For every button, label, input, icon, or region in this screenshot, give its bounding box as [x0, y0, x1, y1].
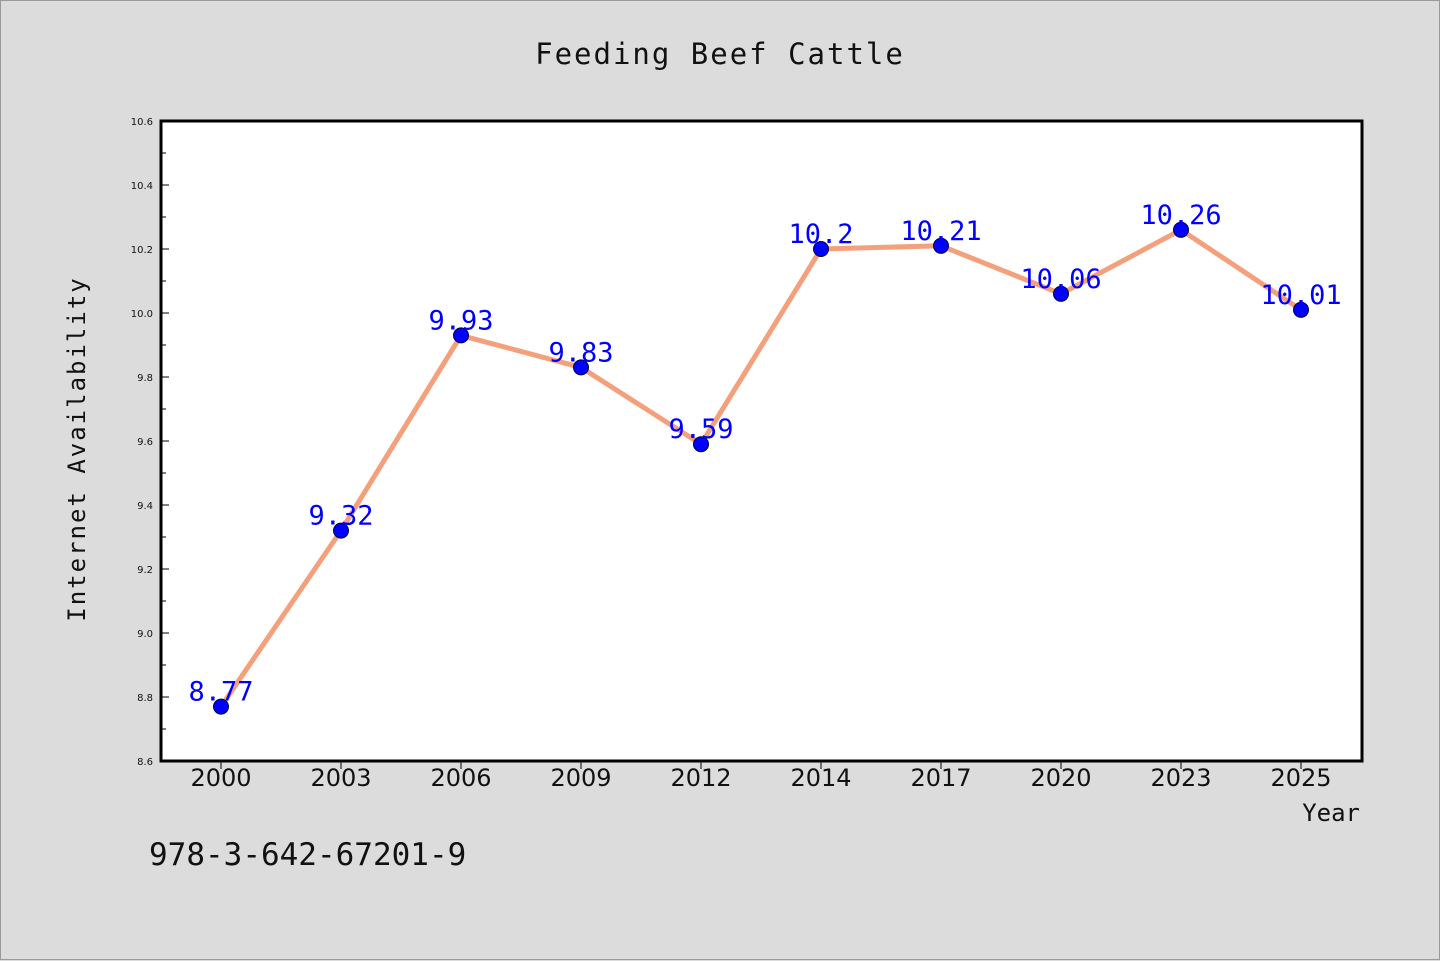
data-label: 9.32	[308, 501, 373, 532]
x-tick-label: 2003	[310, 764, 371, 792]
y-tick-label: 10.4	[131, 181, 153, 192]
data-label: 10.2	[788, 219, 853, 250]
y-tick-label: 9.4	[137, 501, 153, 512]
x-tick-label: 2023	[1150, 764, 1211, 792]
data-point	[213, 698, 229, 715]
y-tick-label: 9.8	[137, 373, 153, 384]
data-point	[453, 327, 469, 344]
plot-area	[159, 119, 1364, 763]
x-axis-label: Year	[1302, 799, 1360, 827]
x-tick-label: 2009	[550, 764, 611, 792]
y-axis: 8.6 8.8 9.0 9.2 9.4 9.6 9.8 10.0 10.2 10.4 10.6	[131, 117, 169, 768]
isbn-text: 978-3-642-67201-9	[149, 837, 466, 873]
data-point	[813, 241, 829, 257]
data-label: 10.06	[1020, 264, 1101, 295]
data-point	[933, 237, 949, 254]
series-line	[218, 227, 1303, 709]
x-tick-label: 2014	[790, 764, 851, 792]
data-label: 8.77	[188, 677, 253, 708]
data-point	[1293, 301, 1309, 318]
y-tick-label: 9.2	[137, 565, 153, 576]
x-tick-label: 2025	[1270, 764, 1331, 792]
data-label: 9.93	[428, 305, 493, 336]
x-tick-label: 2006	[430, 764, 491, 792]
y-tick-label: 8.8	[137, 693, 153, 704]
data-point	[1053, 285, 1069, 302]
x-tick-label: 2012	[670, 764, 731, 792]
y-tick-label: 10.0	[131, 309, 153, 320]
data-point	[1173, 221, 1189, 238]
x-tick-label: 2020	[1030, 764, 1091, 792]
y-tick-label: 10.6	[131, 117, 153, 128]
y-tick-label: 9.0	[137, 629, 153, 640]
x-axis: 2000 2003 2006 2009 2012 2014 2017 2020 2023 2025	[190, 761, 1332, 792]
y-axis-label: Internet Availability	[63, 276, 91, 621]
data-label: 9.59	[668, 414, 733, 445]
data-point	[693, 436, 709, 453]
data-label: 10.01	[1260, 280, 1341, 311]
x-tick-label: 2000	[190, 764, 251, 792]
y-tick-label: 10.2	[131, 245, 153, 256]
y-tick-label: 9.6	[137, 437, 153, 448]
data-point	[573, 359, 589, 376]
data-series: 8.77 9.32 9.93 9.83 9.59 10.2 10.21 10.06 10.26 1…	[188, 200, 1342, 715]
y-tick-label: 8.6	[137, 757, 153, 768]
x-tick-label: 2017	[910, 764, 971, 792]
chart-title: Feeding Beef Cattle	[535, 37, 905, 71]
data-label: 10.21	[900, 216, 981, 247]
data-label: 9.83	[548, 337, 613, 368]
data-point	[333, 522, 349, 539]
data-label: 10.26	[1140, 200, 1221, 231]
